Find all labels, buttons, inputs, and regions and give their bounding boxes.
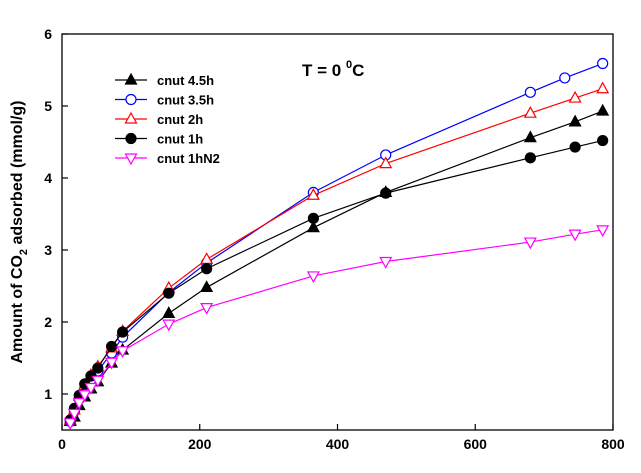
data-point	[523, 105, 537, 118]
series-line	[69, 229, 603, 424]
legend-item: cnut 1h	[115, 132, 203, 147]
data-point	[78, 390, 92, 402]
data-point	[306, 188, 320, 200]
data-point	[306, 271, 320, 284]
series-2	[63, 81, 610, 425]
data-point	[379, 156, 393, 169]
temperature-annotation: T = 0 0C	[302, 59, 364, 80]
data-point	[380, 187, 392, 199]
legend-item: cnut 2h	[115, 111, 203, 127]
x-tick-label: 200	[188, 436, 212, 452]
y-tick-label: 1	[44, 386, 52, 402]
series-line	[69, 62, 603, 422]
legend-marker	[125, 132, 137, 145]
data-point	[523, 130, 537, 143]
data-point	[559, 72, 571, 84]
data-point	[163, 287, 175, 299]
data-point	[200, 252, 214, 264]
data-point	[200, 303, 214, 315]
x-tick-label: 600	[464, 436, 488, 452]
legend-label: cnut 3.5h	[157, 93, 214, 108]
data-point	[92, 362, 104, 374]
series-4	[63, 225, 610, 431]
data-point	[72, 398, 86, 410]
x-tick-label: 0	[58, 436, 66, 452]
legend-marker	[124, 153, 138, 166]
y-axis-label-pre: Amount of CO	[9, 255, 26, 363]
data-point	[379, 256, 393, 269]
data-point	[524, 86, 536, 98]
series-line	[69, 88, 603, 421]
series-layer	[63, 57, 610, 431]
x-tick-label: 800	[601, 436, 625, 452]
data-point	[162, 306, 176, 318]
annotation-base: T = 0	[302, 61, 346, 80]
data-point	[597, 134, 609, 147]
y-axis-label: Amount of CO2 adsorbed (mmol/g)	[9, 101, 30, 364]
data-point	[116, 346, 130, 359]
legend-label: cnut 1h	[157, 132, 203, 147]
series-0	[63, 103, 610, 426]
annotation-superscript: 0	[346, 59, 352, 71]
data-point	[568, 114, 582, 127]
y-tick-label: 6	[44, 26, 52, 42]
legend-label: cnut 2h	[157, 112, 203, 127]
data-point	[569, 141, 581, 153]
data-point	[568, 90, 582, 103]
data-point	[596, 225, 610, 238]
legend-label: cnut 4.5h	[157, 73, 214, 88]
data-point	[67, 408, 81, 421]
legend-item: cnut 1hN2	[115, 151, 220, 166]
data-point	[63, 418, 77, 431]
data-point	[201, 263, 213, 275]
data-point	[105, 340, 118, 353]
data-point	[105, 357, 119, 370]
data-point	[307, 212, 319, 224]
legend-marker	[124, 72, 138, 85]
data-point	[524, 152, 536, 164]
data-point	[568, 229, 582, 242]
data-point	[200, 280, 214, 293]
y-axis-label-sub: 2	[18, 249, 30, 255]
y-tick-label: 4	[44, 170, 52, 186]
data-point	[91, 375, 105, 388]
x-tick-label: 400	[326, 436, 350, 452]
data-point	[84, 382, 98, 395]
legend-marker	[124, 111, 138, 124]
data-point	[162, 319, 176, 332]
series-3	[64, 134, 609, 426]
data-point	[117, 326, 129, 338]
legend-item: cnut 4.5h	[115, 72, 214, 88]
y-axis-label-post: adsorbed (mmol/g)	[9, 101, 26, 249]
data-point	[597, 57, 609, 70]
series-line	[69, 110, 603, 422]
legend: cnut 4.5h cnut 3.5h cnut 2h cnut 1h cnut 1hN…	[115, 72, 220, 166]
data-point	[523, 237, 537, 250]
data-point	[306, 220, 320, 233]
annotation-tail: C	[352, 61, 364, 80]
y-tick-label: 2	[44, 314, 52, 330]
legend-label: cnut 1hN2	[157, 151, 220, 166]
data-point	[596, 103, 610, 116]
axes: 0 200 400 600 800 1 2 3 4 5 6	[44, 26, 625, 452]
series-line	[69, 139, 603, 421]
y-tick-label: 3	[44, 242, 52, 258]
y-tick-label: 5	[44, 98, 52, 114]
legend-marker	[125, 93, 137, 106]
data-point	[596, 81, 610, 94]
legend-item: cnut 3.5h	[115, 93, 214, 108]
